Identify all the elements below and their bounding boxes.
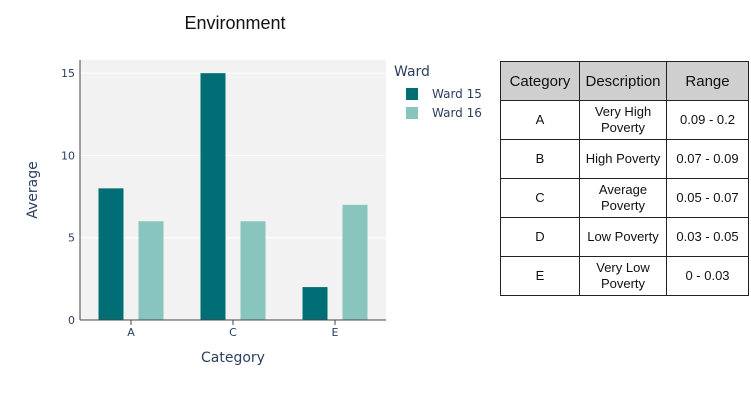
y-tick-label: 10 (61, 149, 75, 162)
x-axis-label: Category (201, 350, 265, 366)
legend-swatch (406, 106, 418, 119)
y-tick-label: 5 (68, 232, 75, 245)
legend-item-ward-15[interactable]: Ward 15 (394, 84, 482, 103)
bar-ward-16-e[interactable] (342, 204, 368, 320)
y-tick-label: 0 (68, 314, 75, 327)
cell-range: 0.09 - 0.2 (666, 100, 749, 140)
legend-label: Ward 15 (432, 86, 482, 101)
cell-description: Average Poverty (579, 178, 667, 218)
cell-description: Low Poverty (579, 217, 667, 257)
header-description: Description (579, 61, 667, 101)
y-tick-label: 15 (61, 67, 75, 80)
legend: Ward Ward 15 Ward 16 (394, 64, 482, 122)
y-axis-label: Average (25, 161, 41, 219)
table-row: D Low Poverty 0.03 - 0.05 (500, 217, 749, 257)
cell-range: 0 - 0.03 (666, 256, 749, 296)
bar-ward-15-e[interactable] (302, 287, 328, 320)
cell-category: C (500, 178, 580, 218)
chart-title: Environment (184, 13, 286, 33)
header-category: Category (500, 61, 580, 101)
cell-range: 0.07 - 0.09 (666, 139, 749, 179)
cell-description: Very High Poverty (579, 100, 667, 140)
table-row: E Very Low Poverty 0 - 0.03 (500, 256, 749, 296)
bars (98, 73, 368, 321)
cell-range: 0.03 - 0.05 (666, 217, 749, 257)
plot-background (80, 60, 386, 320)
bar-ward-15-c[interactable] (200, 73, 226, 321)
cell-description: Very Low Poverty (579, 256, 667, 296)
bar-ward-16-a[interactable] (138, 221, 164, 320)
cell-range: 0.05 - 0.07 (666, 178, 749, 218)
header-range: Range (666, 61, 749, 101)
gridlines (80, 72, 386, 239)
x-tick-label: C (229, 326, 237, 339)
table-row: C Average Poverty 0.05 - 0.07 (500, 178, 749, 218)
table-header-row: Category Description Range (500, 61, 749, 101)
x-tick-label: E (332, 326, 339, 339)
legend-swatch (406, 87, 418, 100)
legend-item-ward-16[interactable]: Ward 16 (394, 103, 482, 122)
bar-ward-15-a[interactable] (98, 188, 124, 320)
table-row: A Very High Poverty 0.09 - 0.2 (500, 100, 749, 140)
cell-category: E (500, 256, 580, 296)
legend-title: Ward (394, 64, 430, 80)
table-row: B High Poverty 0.07 - 0.09 (500, 139, 749, 179)
cell-description: High Poverty (579, 139, 667, 179)
legend-label: Ward 16 (432, 105, 482, 120)
category-reference-table: Category Description Range A Very High P… (500, 61, 749, 296)
cell-category: B (500, 139, 580, 179)
x-tick-label: A (127, 326, 135, 339)
cell-category: A (500, 100, 580, 140)
axes: 0 5 10 15 A C E (61, 60, 386, 339)
cell-category: D (500, 217, 580, 257)
bar-ward-16-c[interactable] (240, 221, 266, 320)
